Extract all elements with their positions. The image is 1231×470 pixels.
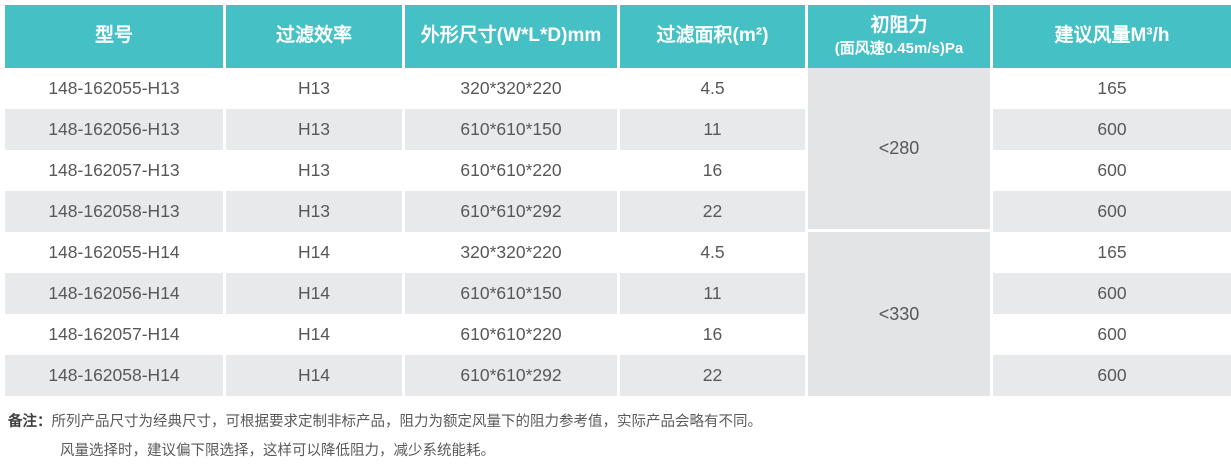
cell-efficiency: H13 — [226, 191, 405, 232]
cell-model: 148-162056-H13 — [5, 109, 226, 150]
product-spec-table: 型号 过滤效率 外形尺寸(W*L*D)mm 过滤面积(m²) 初阻力 (面风速0… — [5, 5, 1231, 396]
cell-area: 22 — [620, 355, 808, 396]
cell-model: 148-162055-H13 — [5, 68, 226, 109]
col-header-area: 过滤面积(m²) — [620, 5, 808, 68]
cell-model: 148-162058-H13 — [5, 191, 226, 232]
col-header-airflow: 建议风量M³/h — [993, 5, 1231, 68]
cell-resistance-h14: <330 — [808, 232, 993, 396]
cell-efficiency: H14 — [226, 355, 405, 396]
cell-airflow: 165 — [993, 68, 1231, 109]
cell-airflow: 165 — [993, 232, 1231, 273]
cell-airflow: 600 — [993, 150, 1231, 191]
cell-area: 11 — [620, 273, 808, 314]
cell-dimensions: 320*320*220 — [405, 232, 620, 273]
table-row: 148-162055-H14 H14 320*320*220 4.5 <330 … — [5, 232, 1231, 396]
cell-area: 4.5 — [620, 232, 808, 273]
cell-model: 148-162056-H14 — [5, 273, 226, 314]
col-header-resistance-subtitle: (面风速0.45m/s)Pa — [834, 39, 964, 57]
cell-efficiency: H14 — [226, 232, 405, 273]
table-row: 148-162057-H13 H13 610*610*220 16 600 — [5, 150, 1231, 191]
footnotes: 备注：所列产品尺寸为经典尺寸，可根据要求定制非标产品，阻力为额定风量下的阻力参考… — [8, 408, 762, 466]
table-row: 148-162055-H13 H13 320*320*220 4.5 <280 … — [5, 68, 1231, 232]
cell-dimensions: 610*610*150 — [405, 273, 620, 314]
col-header-efficiency: 过滤效率 — [226, 5, 405, 68]
table-row: 148-162057-H14 H14 610*610*220 16 600 — [5, 314, 1231, 355]
cell-area: 16 — [620, 150, 808, 191]
cell-dimensions: 610*610*220 — [405, 314, 620, 355]
cell-efficiency: H13 — [226, 109, 405, 150]
cell-area: 22 — [620, 191, 808, 232]
cell-model: 148-162057-H13 — [5, 150, 226, 191]
header-row: 型号 过滤效率 外形尺寸(W*L*D)mm 过滤面积(m²) 初阻力 (面风速0… — [5, 5, 1231, 68]
col-header-model: 型号 — [5, 5, 226, 68]
col-header-resistance-title: 初阻力 — [870, 15, 928, 37]
cell-airflow: 600 — [993, 273, 1231, 314]
cell-resistance-h13: <280 — [808, 68, 993, 232]
table-row: 148-162056-H14 H14 610*610*150 11 600 — [5, 273, 1231, 314]
cell-area: 16 — [620, 314, 808, 355]
cell-efficiency: H13 — [226, 150, 405, 191]
col-header-resistance: 初阻力 (面风速0.45m/s)Pa — [808, 5, 993, 68]
footnote-text-1: 所列产品尺寸为经典尺寸，可根据要求定制非标产品，阻力为额定风量下的阻力参考值，实… — [51, 414, 763, 430]
cell-model: 148-162058-H14 — [5, 355, 226, 396]
cell-model: 148-162055-H14 — [5, 232, 226, 273]
cell-model: 148-162057-H14 — [5, 314, 226, 355]
col-header-dimensions: 外形尺寸(W*L*D)mm — [405, 5, 620, 68]
cell-efficiency: H14 — [226, 273, 405, 314]
table-row: 148-162058-H14 H14 610*610*292 22 600 — [5, 355, 1231, 396]
cell-dimensions: 610*610*150 — [405, 109, 620, 150]
footnote-line-2: 风量选择时，建议偏下限选择，这样可以降低阻力，减少系统能耗。 — [60, 443, 495, 459]
cell-area: 4.5 — [620, 68, 808, 109]
cell-airflow: 600 — [993, 109, 1231, 150]
cell-dimensions: 610*610*292 — [405, 191, 620, 232]
cell-efficiency: H14 — [226, 314, 405, 355]
cell-dimensions: 610*610*220 — [405, 150, 620, 191]
table-row: 148-162058-H13 H13 610*610*292 22 600 — [5, 191, 1231, 232]
footnote-label: 备注： — [8, 414, 52, 430]
cell-efficiency: H13 — [226, 68, 405, 109]
cell-airflow: 600 — [993, 191, 1231, 232]
footnote-line-1: 备注：所列产品尺寸为经典尺寸，可根据要求定制非标产品，阻力为额定风量下的阻力参考… — [8, 408, 762, 437]
cell-airflow: 600 — [993, 314, 1231, 355]
cell-area: 11 — [620, 109, 808, 150]
cell-dimensions: 610*610*292 — [405, 355, 620, 396]
table-row: 148-162056-H13 H13 610*610*150 11 600 — [5, 109, 1231, 150]
cell-dimensions: 320*320*220 — [405, 68, 620, 109]
cell-airflow: 600 — [993, 355, 1231, 396]
